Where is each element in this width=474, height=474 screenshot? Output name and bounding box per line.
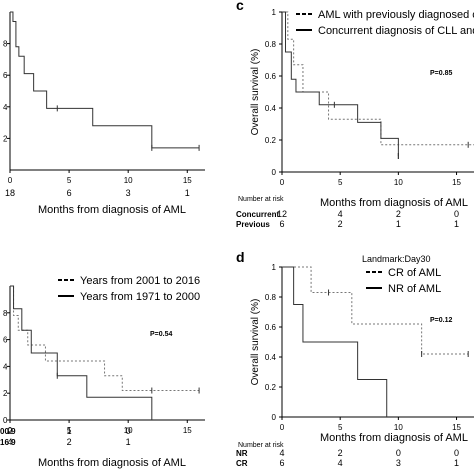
x-tick-label: 5 [67,176,72,185]
x-tick-label: 15 [452,423,461,432]
survival-curve-b-1 [10,285,153,420]
x-tick-label: 15 [452,178,461,187]
x-axis-label: Months from diagnosis of AML [38,457,186,469]
y-tick-label: 6 [3,336,8,345]
at-risk-value: 1 [126,437,131,447]
survival-curve-b-0 [10,285,200,392]
survival-curve-c-1 [282,11,399,156]
legend-entry: Years from 1971 to 2000 [80,291,200,303]
at-risk-value: 0 [126,426,131,436]
y-tick-label: 8 [3,309,8,318]
x-tick-label: 0 [8,426,13,435]
survival-curve-d-0 [282,266,469,355]
survival-curve-a-0 [10,11,200,149]
y-tick-label: 0.4 [265,353,277,362]
at-risk-value: 6 [279,219,284,229]
chart-title: Landmark:Day30 [362,254,431,264]
legend-entry: NR of AML [388,283,441,295]
at-risk-value: 6 [67,188,72,198]
at-risk-value: 4 [7,437,12,447]
survival-curve-d-1 [282,266,388,417]
y-tick-label: 0.6 [265,323,277,332]
x-tick-label: 15 [183,426,192,435]
x-tick-label: 0 [8,176,13,185]
at-risk-value: 2 [338,219,343,229]
x-tick-label: 10 [124,426,133,435]
at-risk-value: 4 [279,448,284,458]
legend-entry: AML with previously diagnosed c [318,9,474,21]
at-risk-value: 1 [185,188,190,198]
p-value: P=0.85 [430,70,452,77]
y-tick-label: 0.6 [265,72,277,81]
at-risk-value: 0 [396,448,401,458]
at-risk-value: 18 [5,188,15,198]
at-risk-label: Previous [236,220,270,229]
y-tick-label: 0.8 [265,293,277,302]
y-tick-label: 0.2 [265,136,277,145]
y-tick-label: 1 [272,263,277,272]
y-tick-label: 0 [272,413,277,422]
at-risk-value: 6 [279,458,284,468]
x-axis-label: Months from diagnosis of AML [320,197,468,209]
at-risk-value: 4 [338,209,343,219]
x-axis-label: Months from diagnosis of AML [38,204,186,216]
at-risk-value: 4 [338,458,343,468]
y-tick-label: 0.8 [265,40,277,49]
at-risk-label: 00 9 [0,427,16,436]
x-tick-label: 5 [67,426,72,435]
y-tick-label: 6 [3,71,8,80]
at-risk-value: 3 [126,188,131,198]
x-tick-label: 0 [280,178,285,187]
at-risk-value: 2 [7,426,12,436]
y-axis-label: Overall survival (%) [250,49,261,136]
x-tick-label: 15 [183,176,192,185]
at-risk-value: 3 [396,458,401,468]
p-value: P=0.12 [430,317,452,324]
y-tick-label: 8 [3,40,8,49]
y-tick-label: 4 [3,362,8,371]
x-tick-label: 10 [394,178,403,187]
at-risk-value: 1 [454,219,459,229]
y-tick-label: 2 [3,389,8,398]
y-tick-label: 0 [3,416,8,425]
x-tick-label: 5 [338,423,343,432]
legend-entry: CR of AML [388,267,441,279]
at-risk-label: NR [236,449,248,458]
x-axis-label: Months from diagnosis of AML [320,432,468,444]
x-tick-label: 5 [338,178,343,187]
at-risk-value: 2 [396,209,401,219]
y-tick-label: 2 [3,134,8,143]
at-risk-label: Concurrent [236,210,279,219]
legend-entry: Years from 2001 to 2016 [80,275,200,287]
y-tick-label: 0.2 [265,383,277,392]
at-risk-label: CR [236,459,248,468]
y-tick-label: 1 [272,8,277,17]
at-risk-value: 2 [67,437,72,447]
at-risk-label: 16 9 [0,438,16,447]
at-risk-value: 0 [454,209,459,219]
at-risk-value: 1 [67,426,72,436]
legend-entry: Concurrent diagnosis of CLL and [318,25,474,37]
panel-label-d: d [236,249,245,265]
p-value: P=0.54 [150,331,172,338]
at-risk-header: Number at risk [238,196,284,203]
x-tick-label: 10 [394,423,403,432]
at-risk-value: 0 [454,448,459,458]
y-axis-label: Overall survival (%) [250,299,261,386]
panel-label-c: c [236,0,244,13]
y-tick-label: 4 [3,103,8,112]
at-risk-value: 1 [396,219,401,229]
survival-curve-c-0 [282,11,474,146]
at-risk-value: 1 [454,458,459,468]
y-tick-label: 0.4 [265,104,277,113]
x-tick-label: 10 [124,176,133,185]
at-risk-header: Number at risk [238,442,284,449]
at-risk-value: 12 [277,209,287,219]
x-tick-label: 0 [280,423,285,432]
y-tick-label: 0 [272,168,277,177]
at-risk-value: 2 [338,448,343,458]
